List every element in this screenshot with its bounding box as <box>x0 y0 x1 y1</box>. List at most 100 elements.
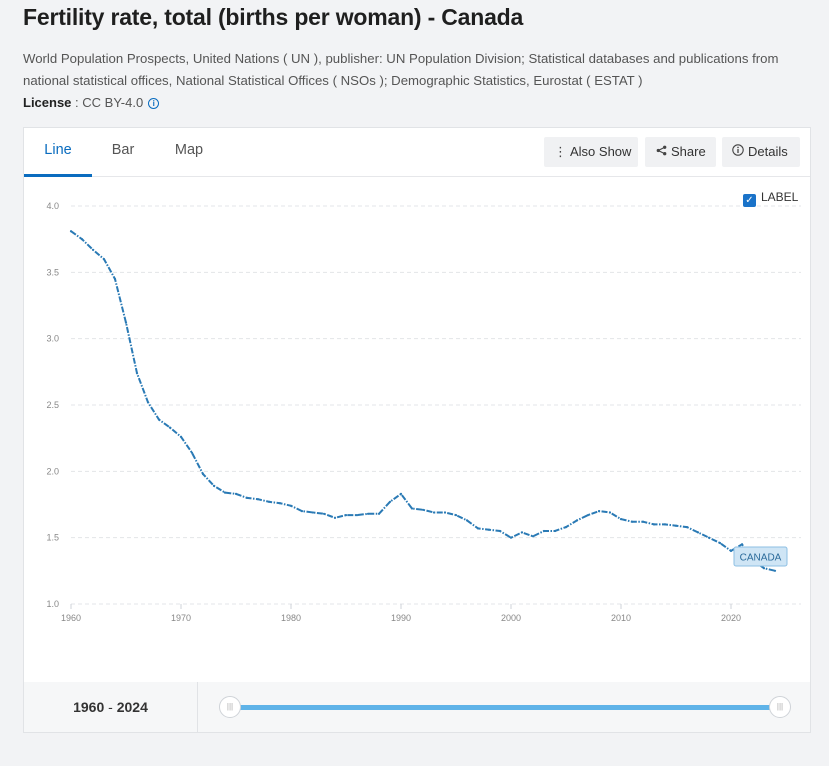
data-point <box>520 531 524 534</box>
data-point <box>355 514 359 517</box>
data-point <box>509 536 513 539</box>
data-point <box>454 514 458 517</box>
info-icon[interactable]: i <box>148 98 160 109</box>
data-point <box>234 492 238 495</box>
data-point <box>696 531 700 534</box>
license-line: License : CC BY-4.0 i <box>23 95 160 110</box>
view-tabs: Line Bar Map ⋮ Also Show Share Details <box>24 128 810 177</box>
data-point <box>311 511 315 514</box>
data-point <box>476 527 480 530</box>
also-show-label: Also Show <box>570 144 632 159</box>
data-point <box>762 567 766 570</box>
range-slider-track[interactable] <box>230 705 780 710</box>
data-point <box>586 514 590 517</box>
share-button[interactable]: Share <box>645 137 716 167</box>
y-tick-label: 3.5 <box>46 267 59 277</box>
data-point <box>630 520 634 523</box>
data-point <box>608 511 612 514</box>
also-show-button[interactable]: ⋮ Also Show <box>544 137 638 167</box>
data-point <box>718 541 722 545</box>
data-point <box>498 529 502 533</box>
data-point <box>322 512 326 515</box>
share-label: Share <box>671 144 706 159</box>
data-point <box>388 500 392 503</box>
y-tick-label: 1.0 <box>46 599 59 609</box>
source-text: World Population Prospects, United Natio… <box>23 51 779 88</box>
data-point <box>168 426 172 429</box>
data-point <box>366 512 370 515</box>
data-point <box>377 512 381 515</box>
details-label: Details <box>748 144 788 159</box>
data-point <box>421 508 425 511</box>
data-point <box>278 502 282 505</box>
y-tick-label: 2.0 <box>46 466 59 476</box>
label-toggle[interactable]: ✓ LABEL <box>743 190 798 207</box>
more-vertical-icon: ⋮ <box>554 144 567 159</box>
y-tick-label: 4.0 <box>46 201 59 211</box>
data-point <box>575 519 579 522</box>
data-point <box>212 484 216 487</box>
x-tick-label: 2000 <box>501 613 521 623</box>
year-range-bar: 1960 - 2024 ||| ||| <box>23 682 811 733</box>
data-point <box>542 529 546 533</box>
data-point <box>663 523 667 526</box>
year-range-text: 1960 - 2024 <box>24 682 198 732</box>
license-label: License <box>23 95 72 110</box>
tab-map[interactable]: Map <box>174 142 204 158</box>
data-point <box>69 230 73 233</box>
data-point <box>179 435 183 438</box>
data-point <box>652 523 656 526</box>
info-circle-icon <box>732 137 744 167</box>
data-point <box>740 543 744 546</box>
data-point <box>619 518 623 521</box>
x-tick-label: 1960 <box>61 613 81 623</box>
range-separator: - <box>108 699 113 715</box>
data-point <box>333 516 337 519</box>
data-point <box>531 535 535 538</box>
data-point <box>91 248 95 251</box>
series-label-canada: CANADA <box>740 553 782 564</box>
data-point <box>80 238 84 241</box>
details-button[interactable]: Details <box>722 137 800 167</box>
y-tick-label: 3.0 <box>46 334 59 344</box>
data-point <box>487 528 491 531</box>
data-point <box>707 536 711 539</box>
data-point <box>146 401 150 404</box>
data-point <box>465 519 469 522</box>
data-point <box>443 511 447 514</box>
range-start-handle[interactable]: ||| <box>219 696 241 718</box>
data-point <box>410 507 414 510</box>
data-point <box>201 472 205 476</box>
y-tick-label: 2.5 <box>46 400 59 410</box>
data-point <box>256 498 260 501</box>
data-point <box>113 277 117 281</box>
data-point <box>729 549 733 552</box>
data-point <box>289 504 293 507</box>
data-point <box>597 510 601 513</box>
data-point <box>223 491 227 494</box>
data-point <box>135 372 139 375</box>
checkbox-checked-icon[interactable]: ✓ <box>743 194 756 207</box>
series-line-canada <box>70 230 776 572</box>
series-label-box <box>733 546 788 567</box>
share-icon <box>655 137 667 167</box>
data-point <box>245 496 249 499</box>
data-point <box>267 500 271 503</box>
tab-line[interactable]: Line <box>24 128 92 177</box>
line-chart: 1.0 1.5 2.0 2.5 3.0 3.5 4.0 1960 1970 1980 1990 200… <box>46 201 801 623</box>
chart-card: Line Bar Map ⋮ Also Show Share Details 1.… <box>23 127 811 683</box>
range-start: 1960 <box>73 699 105 715</box>
x-tick-label: 2010 <box>611 613 631 623</box>
tab-bar[interactable]: Bar <box>111 142 135 158</box>
data-point <box>124 321 128 324</box>
license-value: : CC BY-4.0 <box>71 95 144 110</box>
x-tick-label: 2020 <box>721 613 741 623</box>
range-end-handle[interactable]: ||| <box>769 696 791 718</box>
data-point <box>564 526 568 529</box>
data-point <box>399 492 403 495</box>
data-point <box>553 529 557 533</box>
range-end: 2024 <box>116 699 148 715</box>
data-point <box>674 524 678 527</box>
data-point <box>685 526 689 529</box>
x-tick-label: 1970 <box>171 613 191 623</box>
